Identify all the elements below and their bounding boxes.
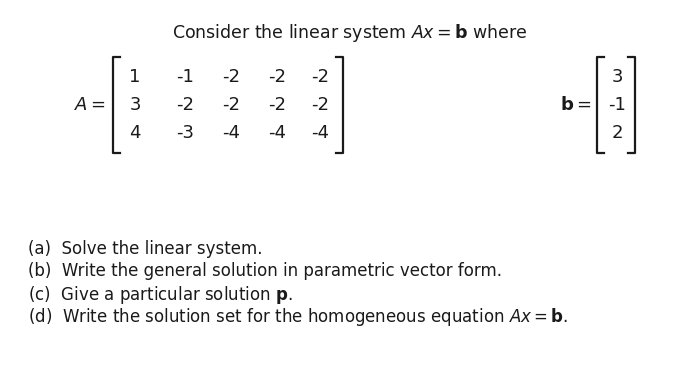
Text: -4: -4 bbox=[268, 124, 286, 142]
Text: -1: -1 bbox=[608, 96, 626, 114]
Text: 4: 4 bbox=[130, 124, 141, 142]
Text: -2: -2 bbox=[268, 68, 286, 86]
Text: 1: 1 bbox=[130, 68, 141, 86]
Text: -2: -2 bbox=[176, 96, 194, 114]
Text: -2: -2 bbox=[222, 96, 240, 114]
Text: (b)  Write the general solution in parametric vector form.: (b) Write the general solution in parame… bbox=[28, 262, 502, 280]
Text: -4: -4 bbox=[222, 124, 240, 142]
Text: -2: -2 bbox=[222, 68, 240, 86]
Text: (d)  Write the solution set for the homogeneous equation $Ax = \mathbf{b}.$: (d) Write the solution set for the homog… bbox=[28, 306, 568, 328]
Text: $A =$: $A =$ bbox=[74, 96, 106, 114]
Text: -4: -4 bbox=[311, 124, 329, 142]
Text: (c)  Give a particular solution $\mathbf{p}.$: (c) Give a particular solution $\mathbf{… bbox=[28, 284, 293, 306]
Text: Consider the linear system $Ax = \mathbf{b}$ where: Consider the linear system $Ax = \mathbf… bbox=[172, 22, 528, 44]
Text: -1: -1 bbox=[176, 68, 194, 86]
Text: 3: 3 bbox=[611, 68, 623, 86]
Text: -2: -2 bbox=[268, 96, 286, 114]
Text: -3: -3 bbox=[176, 124, 194, 142]
Text: $\mathbf{b} =$: $\mathbf{b} =$ bbox=[561, 96, 592, 114]
Text: (a)  Solve the linear system.: (a) Solve the linear system. bbox=[28, 240, 262, 258]
Text: -2: -2 bbox=[311, 96, 329, 114]
Text: 2: 2 bbox=[611, 124, 623, 142]
Text: 3: 3 bbox=[130, 96, 141, 114]
Text: -2: -2 bbox=[311, 68, 329, 86]
